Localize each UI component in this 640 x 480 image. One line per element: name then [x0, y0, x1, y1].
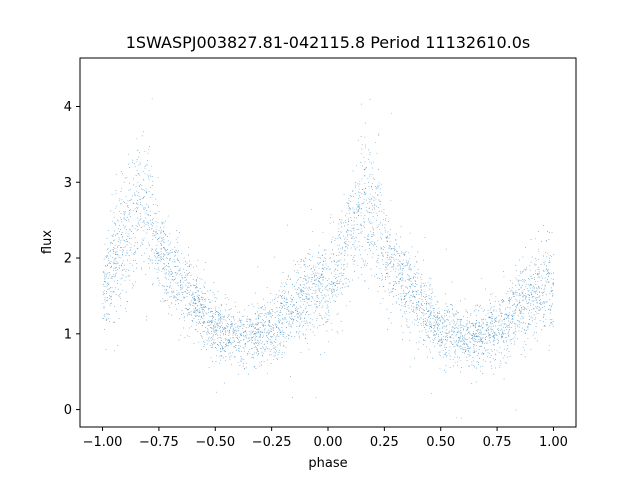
y-tick-label: 4: [64, 100, 72, 115]
y-tick-label: 1: [64, 327, 72, 342]
y-tick-label: 2: [64, 252, 72, 267]
chart-title: 1SWASPJ003827.81-042115.8 Period 1113261…: [126, 33, 531, 52]
y-tick-label: 0: [64, 403, 72, 418]
x-tick-label: −1.00: [83, 435, 123, 450]
x-tick-label: 1.00: [539, 435, 568, 450]
y-axis-label: flux: [40, 230, 55, 254]
x-tick-label: −0.50: [195, 435, 235, 450]
scatter-points: [102, 98, 555, 419]
x-tick-label: 0.75: [483, 435, 512, 450]
x-tick-label: 0.50: [426, 435, 455, 450]
data-points: [102, 98, 555, 419]
x-tick-label: 0.25: [370, 435, 399, 450]
y-axis: 0 1 2 3 4: [64, 100, 80, 418]
x-tick-label: 0.00: [314, 435, 343, 450]
x-tick-label: −0.25: [252, 435, 292, 450]
x-tick-label: −0.75: [139, 435, 179, 450]
y-tick-label: 3: [64, 176, 72, 191]
x-axis-label: phase: [308, 456, 347, 471]
x-axis: −1.00 −0.75 −0.50 −0.25 0.00 0.25 0.50 0.75 1.00: [83, 427, 568, 450]
